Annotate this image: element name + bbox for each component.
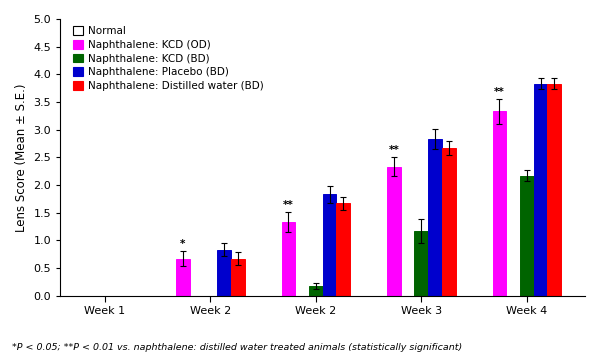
Bar bbox=[520, 176, 534, 296]
Y-axis label: Lens Score (Mean ± S.E.): Lens Score (Mean ± S.E.) bbox=[15, 83, 28, 232]
Legend: Normal, Naphthalene: KCD (OD), Naphthalene: KCD (BD), Naphthalene: Placebo (BD),: Normal, Naphthalene: KCD (OD), Naphthale… bbox=[71, 24, 266, 93]
Text: *P < 0.05; **P < 0.01 vs. naphthalene: distilled water treated animals (statisti: *P < 0.05; **P < 0.01 vs. naphthalene: d… bbox=[12, 344, 462, 352]
Text: **: ** bbox=[389, 145, 399, 155]
Bar bbox=[217, 250, 231, 296]
Bar bbox=[309, 286, 323, 296]
Bar bbox=[231, 258, 245, 296]
Bar bbox=[387, 167, 401, 296]
Bar bbox=[337, 203, 350, 296]
Text: *: * bbox=[180, 239, 185, 249]
Bar bbox=[176, 258, 190, 296]
Text: **: ** bbox=[283, 200, 294, 210]
Bar bbox=[415, 231, 428, 296]
Bar bbox=[442, 148, 455, 296]
Bar bbox=[281, 222, 295, 296]
Bar bbox=[323, 194, 337, 296]
Bar bbox=[534, 84, 547, 296]
Bar bbox=[493, 111, 506, 296]
Bar bbox=[428, 139, 442, 296]
Text: **: ** bbox=[494, 87, 505, 97]
Bar bbox=[547, 84, 561, 296]
